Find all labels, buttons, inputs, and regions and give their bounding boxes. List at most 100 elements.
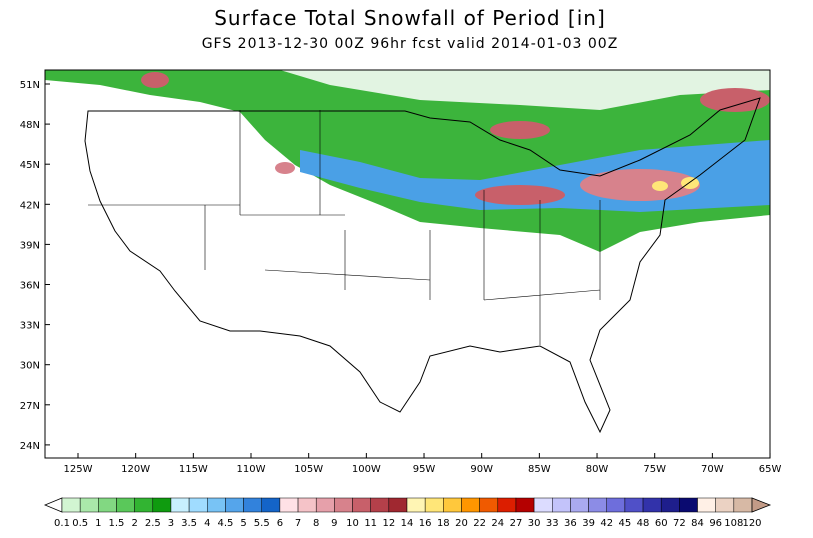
colorbar-label: 3.5 <box>181 518 197 529</box>
colorbar-box <box>315 497 335 513</box>
colorbar-under <box>43 497 63 513</box>
colorbar-box <box>697 497 716 513</box>
colorbar-box <box>443 497 462 513</box>
colorbar-label: 20 <box>455 518 468 529</box>
colorbar-label: 0.1 <box>54 518 70 529</box>
lat-label: 51N <box>20 80 40 91</box>
lat-label: 45N <box>20 160 40 171</box>
colorbar-box <box>188 497 208 513</box>
colorbar-box <box>461 497 480 513</box>
colorbar-label: 8 <box>313 518 319 529</box>
colorbar-box <box>533 497 553 513</box>
colorbar-label: 42 <box>600 518 613 529</box>
colorbar-box <box>660 497 680 513</box>
map-frame <box>44 69 771 459</box>
lat-label: 30N <box>20 361 40 372</box>
snow-blob-yellow <box>681 177 699 189</box>
colorbar-box <box>207 497 226 513</box>
lat-label: 36N <box>20 281 40 292</box>
colorbar-box <box>279 497 299 513</box>
snow-blob-red <box>490 121 550 139</box>
colorbar-label: 14 <box>401 518 414 529</box>
snow-blob-red <box>141 72 169 88</box>
colorbar-box <box>261 497 281 513</box>
colorbar-box <box>116 497 135 513</box>
colorbar-label: 0.5 <box>72 518 88 529</box>
lon-label: 75W <box>643 464 666 475</box>
colorbar-label: 39 <box>582 518 595 529</box>
snow-free-north <box>45 70 770 110</box>
colorbar-label: 24 <box>491 518 504 529</box>
colorbar-label: 36 <box>564 518 577 529</box>
colorbar-label: 4.5 <box>217 518 233 529</box>
colorbar-label: 22 <box>473 518 486 529</box>
colorbar-box <box>570 497 589 513</box>
colorbar-over <box>751 497 772 513</box>
colorbar-label: 60 <box>655 518 668 529</box>
state-lines <box>88 110 601 345</box>
colorbar-label: 1.5 <box>109 518 125 529</box>
lon-label: 120W <box>121 464 150 475</box>
colorbar-box <box>715 497 735 513</box>
lon-label: 70W <box>701 464 724 475</box>
colorbar-label: 2.5 <box>145 518 161 529</box>
snow-blob-red <box>700 88 770 112</box>
colorbar-box <box>79 497 99 513</box>
colorbar-label: 1 <box>95 518 101 529</box>
colorbar-box <box>642 497 662 513</box>
colorbar-box <box>406 497 426 513</box>
colorbar-label: 48 <box>637 518 650 529</box>
snow-blob-red <box>475 185 565 205</box>
colorbar-label: 6 <box>277 518 283 529</box>
map-area <box>44 69 771 459</box>
snow-blob-red <box>275 162 295 174</box>
colorbar: 0.1 0.5 1 1.5 2 2.5 3 3.5 4 4.5 5 5.5 6 7 8 9 10 11 12 14 16… <box>43 497 772 529</box>
colorbar-box <box>388 497 408 513</box>
colorbar-box <box>352 497 371 513</box>
lat-label: 24N <box>20 441 40 452</box>
colorbar-box <box>497 497 517 513</box>
colorbar-box <box>297 497 317 513</box>
colorbar-label: 10 <box>346 518 359 529</box>
lat-label: 33N <box>20 321 40 332</box>
colorbar-box <box>679 497 698 513</box>
colorbar-label: 27 <box>510 518 523 529</box>
colorbar-label: 108 <box>724 518 743 529</box>
colorbar-label: 72 <box>673 518 686 529</box>
colorbar-label: 7 <box>295 518 301 529</box>
colorbar-box <box>624 497 644 513</box>
snow-blob-yellow <box>652 181 668 191</box>
colorbar-label: 33 <box>546 518 559 529</box>
lon-label: 125W <box>64 464 93 475</box>
colorbar-box <box>370 497 390 513</box>
lat-label: 48N <box>20 120 40 131</box>
lon-label: 105W <box>294 464 323 475</box>
lat-label: 27N <box>20 401 40 412</box>
colorbar-label: 4 <box>204 518 210 529</box>
colorbar-box <box>588 497 607 513</box>
colorbar-box <box>134 497 154 513</box>
map-title: Surface Total Snowfall of Period [in] <box>214 6 606 30</box>
snow-blob-red <box>580 169 700 201</box>
lat-label: 42N <box>20 200 40 211</box>
colorbar-box <box>334 497 353 513</box>
colorbar-box <box>98 497 117 513</box>
axis-labels: 51N 48N 45N 42N 39N 36N 33N 30N 27N 24N 125W 120W 11… <box>20 80 782 475</box>
colorbar-box <box>243 497 262 513</box>
colorbar-box <box>424 497 444 513</box>
map-subtitle: GFS 2013-12-30 00Z 96hr fcst valid 2014-… <box>202 36 619 52</box>
colorbar-box <box>225 497 244 513</box>
colorbar-label: 18 <box>437 518 450 529</box>
lon-label: 65W <box>759 464 782 475</box>
lon-label: 115W <box>179 464 208 475</box>
colorbar-label: 5.5 <box>254 518 270 529</box>
colorbar-label: 84 <box>691 518 704 529</box>
colorbar-box <box>606 497 626 513</box>
colorbar-box <box>515 497 535 513</box>
colorbar-box <box>552 497 571 513</box>
colorbar-box <box>733 497 753 513</box>
colorbar-label: 16 <box>419 518 432 529</box>
colorbar-label: 2 <box>131 518 137 529</box>
colorbar-label: 96 <box>709 518 722 529</box>
